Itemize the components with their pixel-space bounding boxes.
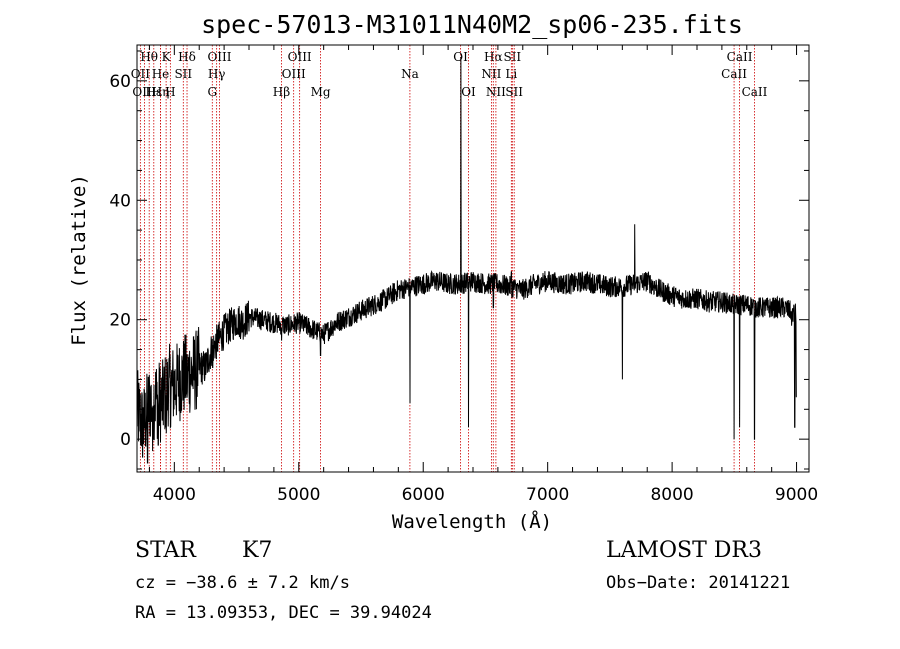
object-class: STAR xyxy=(135,538,196,563)
x-tick-label: 8000 xyxy=(650,485,693,505)
line-label-15: OIII xyxy=(282,67,306,81)
line-label-26: CaII xyxy=(727,50,753,64)
x-tick-label: 9000 xyxy=(775,485,818,505)
line-label-23: Li xyxy=(505,67,517,81)
spectrum-line xyxy=(136,56,797,464)
y-axis-label: Flux (relative) xyxy=(68,174,90,346)
y-tick-label: 40 xyxy=(109,191,131,211)
line-label-2: OIII xyxy=(132,85,156,99)
x-tick-label: 4000 xyxy=(153,485,196,505)
redshift-velocity: cz = −38.6 ± 7.2 km/s xyxy=(135,573,350,593)
line-label-7: H xyxy=(165,85,175,99)
x-tick-label: 6000 xyxy=(402,485,445,505)
line-label-0: Hθ xyxy=(140,50,158,64)
line-label-9: Hδ xyxy=(178,50,196,64)
line-label-19: OI xyxy=(461,85,476,99)
line-label-5: K xyxy=(162,50,172,64)
line-label-8: SII xyxy=(174,67,192,81)
line-label-14: OIII xyxy=(288,50,312,64)
line-label-17: Na xyxy=(401,67,419,81)
y-tick-label: 20 xyxy=(109,311,131,331)
line-label-16: Mg xyxy=(311,85,331,99)
spectrum-trace xyxy=(136,56,797,464)
object-subclass: K7 xyxy=(242,538,273,563)
plot-axes: 4000 5000 6000 7000 8000 9000 0 20 40 60 xyxy=(109,44,818,505)
survey-name: LAMOST DR3 xyxy=(606,538,762,563)
plot-frame xyxy=(136,44,810,473)
line-label-10: OIII xyxy=(207,50,231,64)
line-label-12: G xyxy=(207,85,217,99)
line-label-28: CaII xyxy=(742,85,768,99)
x-tick-label: 5000 xyxy=(277,485,320,505)
x-axis-label: Wavelength (Å) xyxy=(392,510,552,533)
line-label-1: OII xyxy=(131,67,151,81)
line-label-21: SII xyxy=(503,50,521,64)
line-label-20: Hα xyxy=(484,50,503,64)
x-tick-label: 7000 xyxy=(526,485,569,505)
y-tick-label: 0 xyxy=(120,430,131,450)
chart-title: spec-57013-M31011N40M2_sp06-235.fits xyxy=(201,10,743,39)
coordinates: RA = 13.09353, DEC = 39.94024 xyxy=(135,603,432,623)
y-tick-label: 60 xyxy=(109,72,131,92)
line-label-11: Hγ xyxy=(208,67,226,81)
line-label-4: He xyxy=(152,67,170,81)
line-label-13: Hβ xyxy=(273,85,290,99)
line-label-6: Hη xyxy=(152,85,170,99)
line-label-24: NII xyxy=(486,85,506,99)
line-label-25: SII xyxy=(505,85,523,99)
line-label-27: CaII xyxy=(721,67,747,81)
line-label-3: Hε xyxy=(145,85,162,99)
line-label-22: NII xyxy=(481,67,501,81)
observation-date: Obs−Date: 20141221 xyxy=(606,573,791,593)
